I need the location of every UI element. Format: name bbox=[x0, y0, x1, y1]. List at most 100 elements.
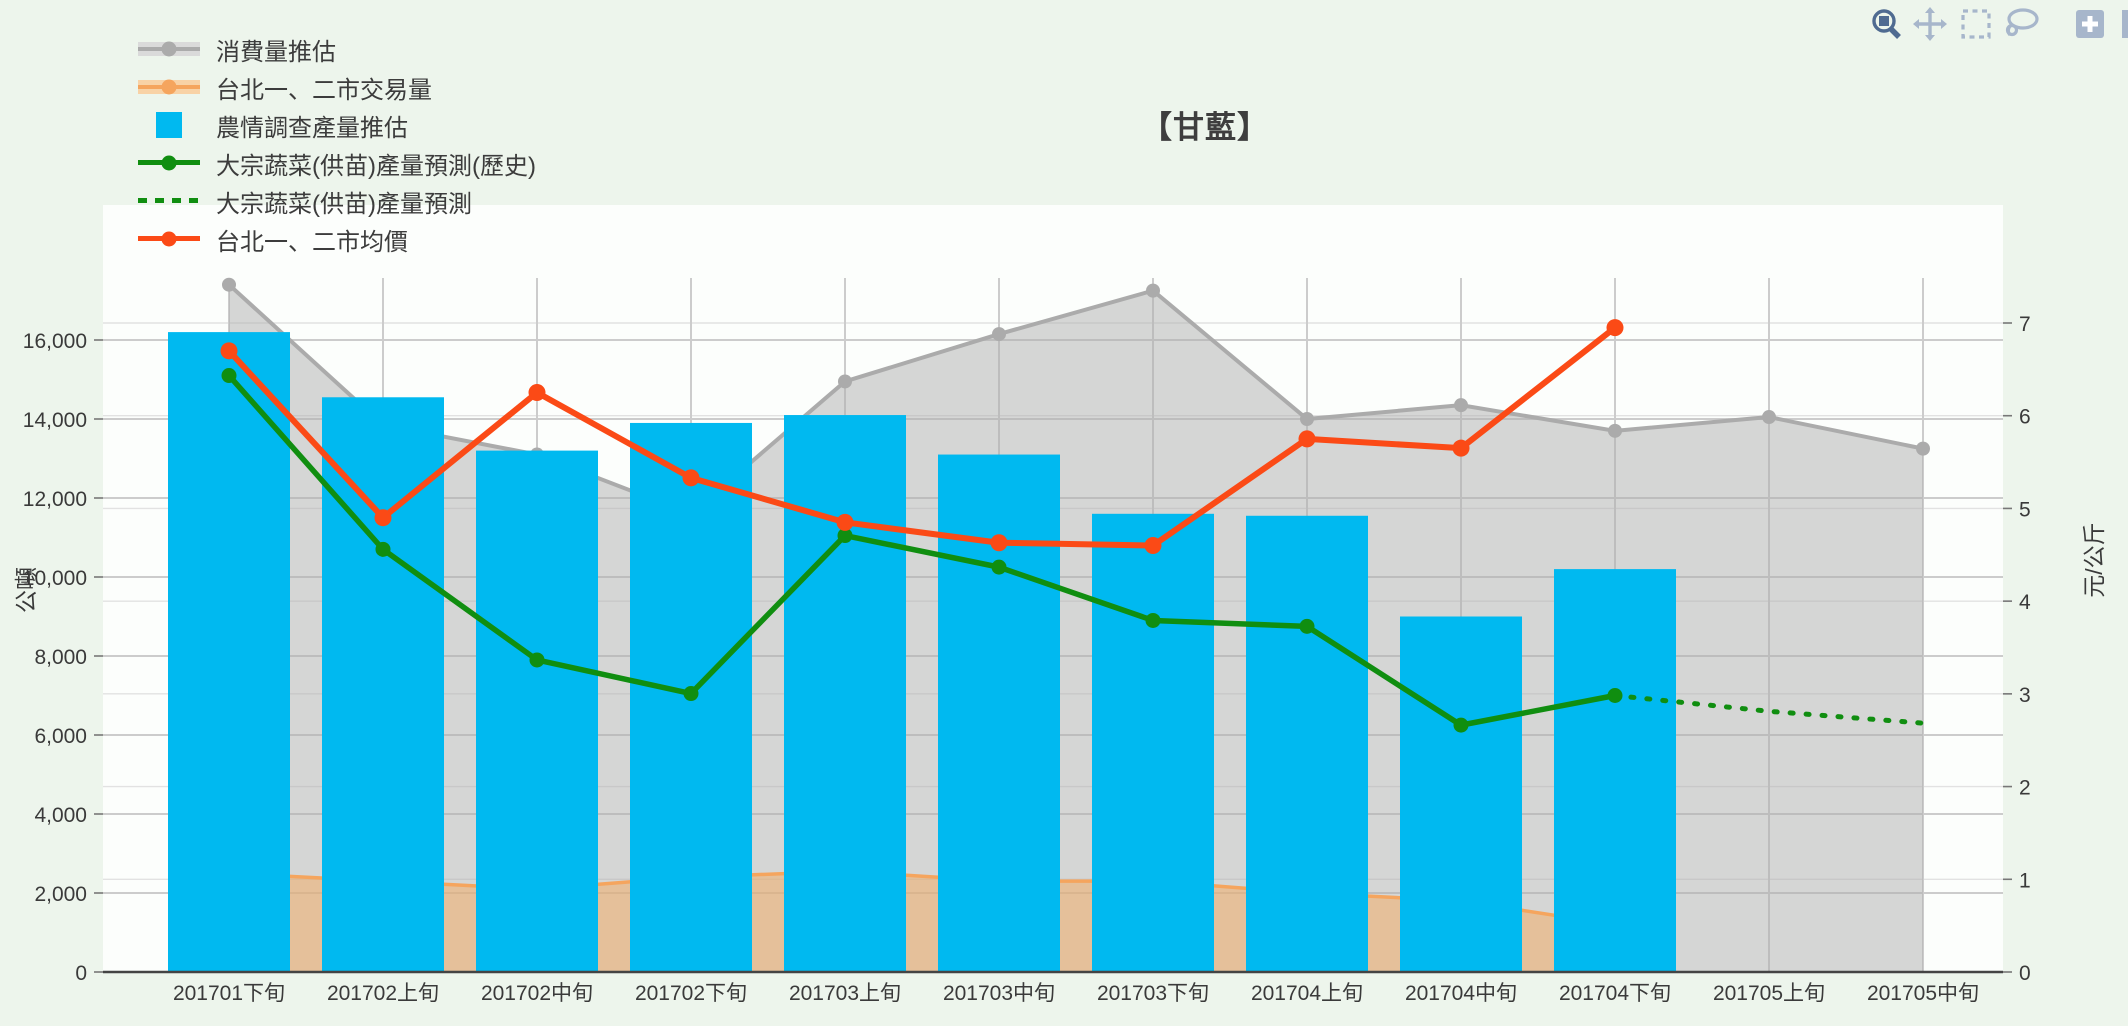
partial-button[interactable] bbox=[2122, 10, 2128, 38]
legend-label: 台北一、二市交易量 bbox=[216, 76, 432, 104]
forecast-history-marker-8 bbox=[1453, 717, 1469, 733]
x-tick-label-3: 201702下旬 bbox=[635, 982, 747, 1005]
legend: 消費量推估 台北一、二市交易量 農情調查產量推估 大宗蔬菜(供苗)產量預測(歷史… bbox=[138, 30, 536, 258]
forecast-history-marker-4 bbox=[837, 528, 853, 544]
legend-label: 農情調查產量推估 bbox=[216, 114, 408, 142]
x-tick-label-4: 201703上旬 bbox=[789, 982, 901, 1005]
lasso-select-icon[interactable] bbox=[2005, 8, 2039, 37]
y-left-tick-label-6000: 6,000 bbox=[34, 725, 87, 748]
legend-item-consumption-estimate[interactable]: 消費量推估 bbox=[138, 30, 536, 68]
forecast-history-marker-5 bbox=[991, 559, 1007, 575]
legend-label: 消費量推估 bbox=[216, 38, 336, 66]
legend-label: 台北一、二市均價 bbox=[216, 228, 408, 256]
legend-item-survey-production[interactable]: 農情調查產量推估 bbox=[138, 106, 536, 144]
bar-201704下旬 bbox=[1554, 569, 1676, 972]
avg-price-marker-5 bbox=[990, 534, 1008, 552]
y-left-axis-title: 公噸 bbox=[13, 567, 39, 613]
y-left-tick-label-8000: 8,000 bbox=[34, 646, 87, 669]
forecast-history-marker-6 bbox=[1145, 612, 1161, 628]
y-left-tick-label-10000: 10,000 bbox=[23, 567, 87, 590]
x-tick-label-6: 201703下旬 bbox=[1097, 982, 1209, 1005]
consumption-marker-0 bbox=[222, 277, 236, 292]
series-forecast-history-line bbox=[226, 373, 1616, 728]
x-tick-label-7: 201704上旬 bbox=[1251, 982, 1363, 1005]
y-left-tick-label-12000: 12,000 bbox=[23, 488, 87, 511]
legend-item-taipei-avg-price[interactable]: 台北一、二市均價 bbox=[138, 220, 536, 258]
gray-area-swatch-icon bbox=[138, 34, 200, 64]
bar-201703下旬 bbox=[1092, 513, 1214, 972]
green-dotted-swatch-icon bbox=[138, 186, 200, 216]
y-right-tick-label-1: 1 bbox=[2019, 869, 2031, 892]
red-line-swatch-icon bbox=[138, 224, 200, 254]
y-right-axis-title: 元/公斤 bbox=[2081, 522, 2107, 597]
bar-201702上旬 bbox=[322, 397, 444, 972]
y-left-tick-label-14000: 14,000 bbox=[23, 409, 87, 432]
forecast-history-marker-2 bbox=[529, 652, 545, 668]
y-left-tick-label-2000: 2,000 bbox=[34, 883, 87, 906]
y-right-tick-label-4: 4 bbox=[2019, 591, 2031, 614]
legend-item-forecast[interactable]: 大宗蔬菜(供苗)產量預測 bbox=[138, 182, 536, 220]
orange-area-swatch-icon bbox=[138, 72, 200, 102]
x-tick-label-10: 201705上旬 bbox=[1713, 982, 1825, 1005]
consumption-marker-9 bbox=[1608, 423, 1622, 438]
avg-price-marker-3 bbox=[682, 469, 700, 487]
y-right-tick-label-2: 2 bbox=[2019, 777, 2031, 800]
avg-price-marker-9 bbox=[1606, 319, 1624, 337]
bar-201703上旬 bbox=[784, 415, 906, 972]
bar-201702中旬 bbox=[476, 450, 598, 973]
legend-label: 大宗蔬菜(供苗)產量預測(歷史) bbox=[216, 152, 536, 180]
avg-price-marker-2 bbox=[528, 384, 546, 402]
y-left-tick-label-0: 0 bbox=[75, 962, 87, 985]
cyan-square-swatch-icon bbox=[138, 110, 200, 140]
x-tick-label-8: 201704中旬 bbox=[1405, 982, 1517, 1005]
x-tick-label-11: 201705中旬 bbox=[1867, 982, 1979, 1005]
x-tick-label-9: 201704下旬 bbox=[1559, 982, 1671, 1005]
x-tick-label-5: 201703中旬 bbox=[943, 982, 1055, 1005]
forecast-history-marker-0 bbox=[221, 368, 237, 384]
avg-price-marker-4 bbox=[836, 513, 854, 531]
zoom-in-icon[interactable] bbox=[2076, 10, 2104, 38]
series-avg-price-line bbox=[226, 325, 1617, 549]
x-tick-label-2: 201702中旬 bbox=[481, 982, 593, 1005]
bar-201704中旬 bbox=[1400, 616, 1522, 972]
avg-price-marker-0 bbox=[220, 342, 238, 360]
avg-price-marker-7 bbox=[1298, 430, 1316, 448]
y-right-tick-label-7: 7 bbox=[2019, 313, 2031, 336]
consumption-marker-7 bbox=[1300, 412, 1314, 426]
consumption-marker-8 bbox=[1454, 398, 1468, 413]
forecast-history-marker-7 bbox=[1299, 618, 1315, 634]
forecast-history-marker-3 bbox=[683, 686, 699, 702]
y-left-tick-label-16000: 16,000 bbox=[23, 330, 87, 353]
avg-price-marker-8 bbox=[1452, 439, 1470, 457]
bar-201704上旬 bbox=[1246, 515, 1368, 972]
consumption-marker-10 bbox=[1762, 410, 1776, 425]
series-trade-volume-line bbox=[228, 869, 1616, 927]
legend-label: 大宗蔬菜(供苗)產量預測 bbox=[216, 190, 472, 218]
bar-201701下旬 bbox=[168, 332, 290, 973]
box-select-icon[interactable] bbox=[1961, 9, 1991, 39]
y-right-tick-label-0: 0 bbox=[2019, 962, 2031, 985]
bar-201703中旬 bbox=[938, 454, 1060, 972]
y-right-tick-label-3: 3 bbox=[2019, 684, 2031, 707]
x-tick-label-1: 201702上旬 bbox=[327, 982, 439, 1005]
consumption-marker-5 bbox=[992, 327, 1006, 342]
legend-item-forecast-history[interactable]: 大宗蔬菜(供苗)產量預測(歷史) bbox=[138, 144, 536, 182]
consumption-marker-11 bbox=[1916, 441, 1930, 456]
y-right-tick-label-5: 5 bbox=[2019, 498, 2031, 521]
forecast-history-marker-1 bbox=[375, 541, 391, 557]
series-consumption-line bbox=[227, 283, 1924, 517]
consumption-marker-4 bbox=[838, 374, 852, 389]
y-left-tick-label-4000: 4,000 bbox=[34, 804, 87, 827]
zoom-icon[interactable] bbox=[1872, 9, 1901, 39]
page-title: 【甘藍】 bbox=[1141, 110, 1269, 145]
avg-price-marker-6 bbox=[1144, 537, 1162, 555]
legend-item-taipei-trade-volume[interactable]: 台北一、二市交易量 bbox=[138, 68, 536, 106]
pan-icon[interactable] bbox=[1913, 7, 1947, 41]
consumption-marker-6 bbox=[1146, 283, 1160, 298]
avg-price-marker-1 bbox=[374, 509, 392, 527]
green-line-swatch-icon bbox=[138, 148, 200, 178]
y-right-tick-label-6: 6 bbox=[2019, 406, 2031, 429]
modebar bbox=[1860, 4, 2128, 46]
